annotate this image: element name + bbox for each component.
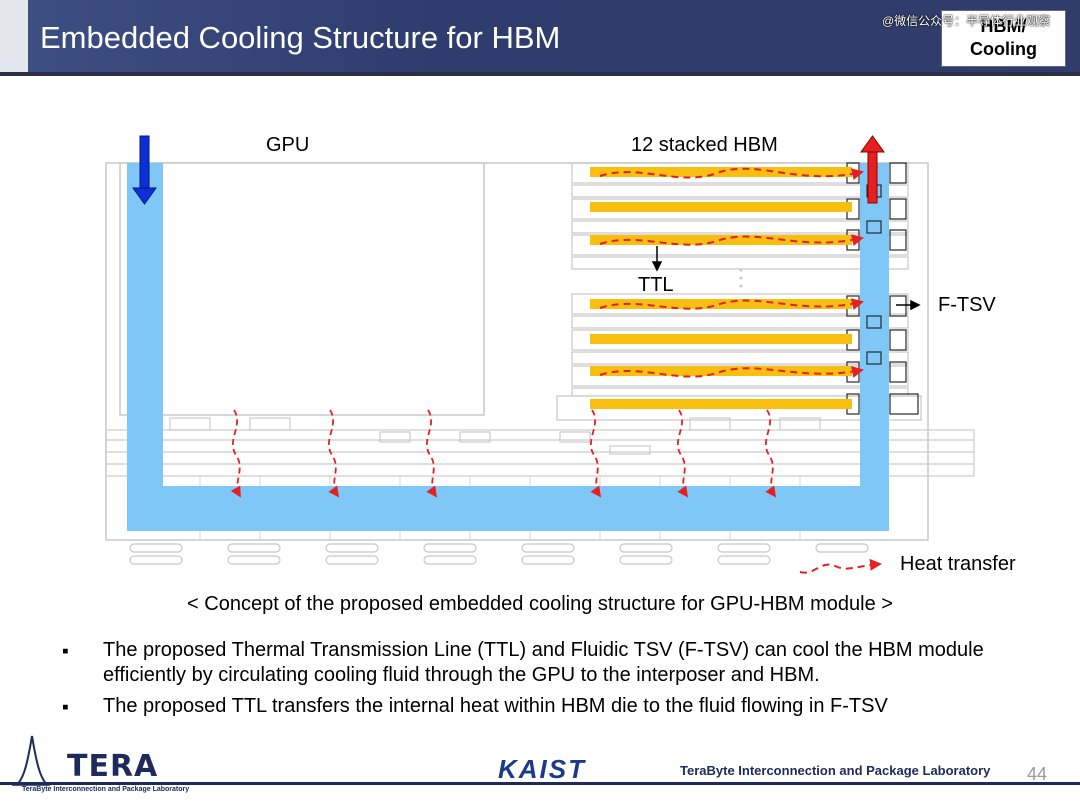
fluid-channel	[127, 163, 889, 531]
ttl-pointer	[651, 246, 663, 272]
bullet-marker-2: ▪	[62, 697, 69, 718]
gpu-label: GPU	[266, 134, 310, 156]
ftsv-pointer	[896, 299, 921, 311]
inflow-arrow	[132, 135, 157, 205]
package-outline	[105, 162, 929, 541]
bullet-marker-1: ▪	[62, 641, 69, 662]
heat-transfer-legend-icon	[799, 558, 882, 574]
hbm-stack-label: 12 stacked HBM	[631, 134, 778, 156]
bullet-text-2: The proposed TTL transfers the internal …	[103, 695, 888, 717]
gpu-die	[119, 162, 485, 416]
kaist-logo: KAIST	[498, 754, 586, 784]
solder-bumps	[129, 543, 869, 565]
continuation-dots	[739, 268, 743, 288]
interposer-layers	[105, 417, 975, 477]
heat-transfer-label: Heat transfer	[900, 553, 1016, 575]
badge-line-2: Cooling	[970, 39, 1037, 59]
lab-name: TeraByte Interconnection and Package Lab…	[680, 763, 991, 778]
figure-caption: < Concept of the proposed embedded cooli…	[187, 593, 893, 615]
tera-logo-text: TERA	[67, 749, 159, 784]
watermark: @微信公众号：半导体行业观察	[882, 14, 1051, 28]
cooling-structure-diagram	[105, 135, 975, 574]
title-accent-tab	[0, 0, 28, 72]
title-bar	[0, 0, 1080, 72]
interposer-heat-arrows	[230, 409, 777, 498]
badge-line-1: HBM/	[980, 16, 1027, 36]
outflow-arrow	[860, 135, 885, 204]
tera-logo-subtitle: TeraByte Interconnection and Package Lab…	[22, 786, 190, 793]
bullet-text-1: The proposed Thermal Transmission Line (…	[103, 639, 984, 686]
slide-title: Embedded Cooling Structure for HBM	[40, 20, 561, 55]
title-underline	[0, 72, 1080, 76]
tera-logo-icon	[12, 735, 50, 786]
footer-line	[0, 782, 1080, 785]
topic-badge: HBM/ Cooling	[941, 10, 1066, 67]
hbm-heat-waves	[599, 167, 864, 378]
page-number: 44	[1027, 764, 1048, 784]
ftsv-label: F-TSV	[938, 294, 996, 316]
ttl-label: TTL	[638, 274, 674, 296]
